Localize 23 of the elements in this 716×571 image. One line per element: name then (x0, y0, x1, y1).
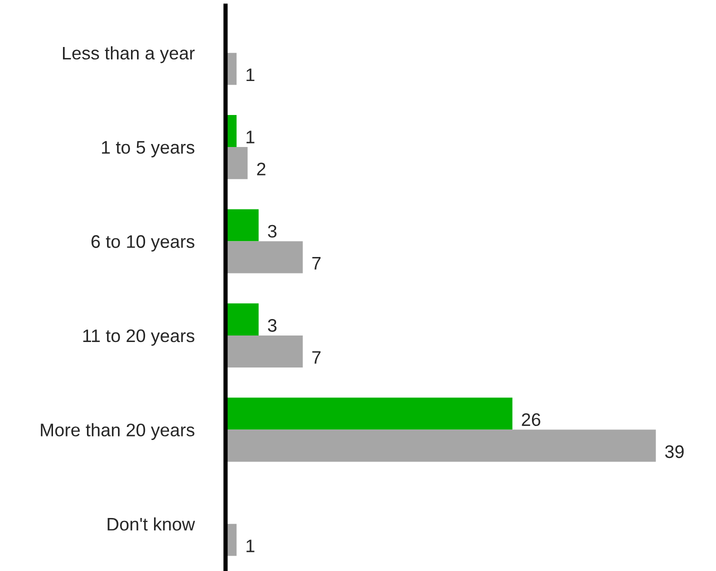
data-label: 39 (665, 445, 684, 458)
bar (226, 430, 656, 462)
data-label: 3 (268, 319, 276, 332)
bar (226, 209, 259, 242)
data-label: 1 (246, 540, 254, 552)
data-label: 26 (522, 413, 540, 426)
data-label: 2 (257, 162, 266, 176)
data-label: 7 (312, 351, 321, 364)
bar (226, 398, 512, 430)
bar (226, 335, 303, 368)
y-tick-label: Less than a year (62, 46, 195, 64)
y-tick-label: 6 to 10 years (92, 235, 194, 252)
y-tick-label: More than 20 years (40, 423, 194, 440)
data-label: 7 (312, 257, 321, 270)
y-tick-label: 11 to 20 years (83, 329, 194, 346)
bar (226, 147, 248, 180)
data-label: 1 (246, 130, 254, 144)
data-label: 3 (268, 224, 276, 238)
data-label: 1 (246, 68, 254, 82)
y-tick-label: Don't know (108, 517, 196, 531)
bar (226, 241, 303, 274)
bar (226, 303, 259, 336)
y-tick-label: 1 to 5 years (102, 141, 194, 158)
